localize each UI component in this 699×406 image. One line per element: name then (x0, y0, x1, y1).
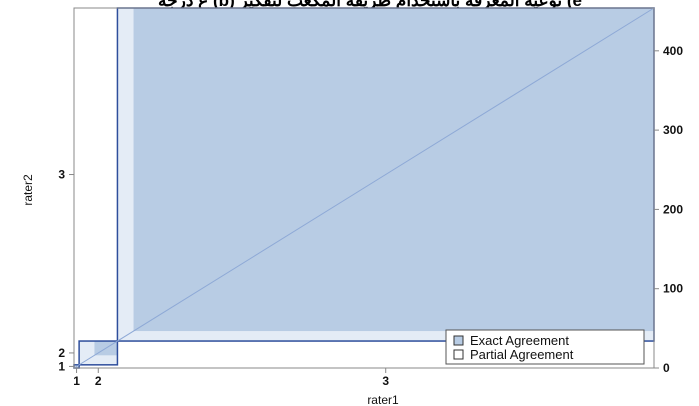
agreement-cell-outline (78, 340, 119, 366)
legend: Exact Agreement Partial Agreement (445, 329, 645, 365)
x-axis-title: rater1 (367, 393, 399, 406)
legend-label-exact: Exact Agreement (470, 333, 569, 348)
x-tick-label: 2 (95, 374, 102, 388)
plot-area (73, 7, 655, 369)
legend-swatch-partial (453, 349, 464, 360)
y2-tick-label: 0 (663, 361, 670, 375)
y2-tick-label: 400 (663, 44, 683, 58)
legend-box (445, 329, 645, 365)
y-tick-label: 2 (58, 346, 65, 360)
x-tick-label: 1 (73, 374, 80, 388)
y-tick-label: 3 (58, 168, 65, 182)
x-tick-label: 3 (382, 374, 389, 388)
y2-tick-label: 100 (663, 282, 683, 296)
plot-frame (73, 7, 655, 369)
y-axis-title: rater2 (21, 174, 35, 206)
legend-swatch-exact (453, 335, 464, 346)
y2-tick-label: 300 (663, 123, 683, 137)
chart-title: ع درجة (b) نوعية المعرفة باستخدام طريقة … (158, 0, 582, 11)
diagonal-reference-line (73, 7, 655, 369)
y2-tick-label: 200 (663, 202, 683, 216)
legend-label-partial: Partial Agreement (470, 347, 574, 362)
y-tick-label: 1 (58, 359, 65, 373)
